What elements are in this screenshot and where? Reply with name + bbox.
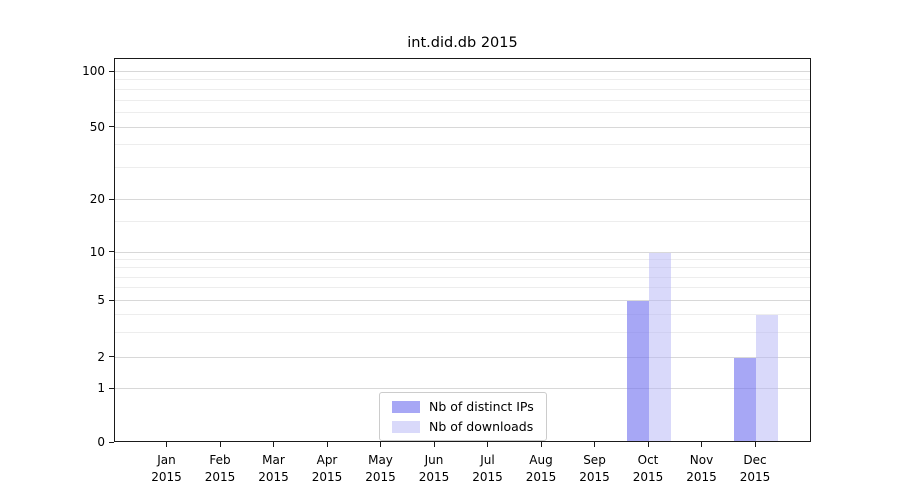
x-tick-label-jan-2015: Jan 2015 <box>135 452 199 486</box>
x-tick-label-month: Sep <box>583 453 606 467</box>
gridline-minor-4 <box>115 313 810 315</box>
legend: Nb of distinct IPs Nb of downloads <box>379 392 547 441</box>
x-tick-label-year: 2015 <box>311 470 343 484</box>
y-tick-label-100: 100 <box>82 64 105 78</box>
gridline-minor-15 <box>115 220 810 222</box>
gridline-minor-80 <box>115 88 810 90</box>
gridline-major-100 <box>115 71 810 72</box>
gridline-minor-30 <box>115 167 810 168</box>
y-tick-50 <box>109 126 114 128</box>
y-tick-label-5: 5 <box>97 293 105 307</box>
x-tick-label-year: 2015 <box>686 470 717 484</box>
x-tick-sep-2015 <box>594 442 595 447</box>
x-tick-label-year: 2015 <box>418 470 450 484</box>
y-tick-5 <box>109 299 114 301</box>
legend-entry-downloads: Nb of downloads <box>392 419 536 434</box>
x-tick-label-month: Aug <box>529 453 553 467</box>
y-tick-2 <box>109 356 114 358</box>
y-tick-label-0: 0 <box>97 435 105 449</box>
x-tick-label-year: 2015 <box>739 470 771 484</box>
y-tick-label-50: 50 <box>89 119 105 134</box>
x-tick-jul-2015 <box>487 442 488 447</box>
x-tick-apr-2015 <box>326 442 328 447</box>
x-tick-label-dec-2015: Dec 2015 <box>723 452 787 486</box>
legend-label-downloads: Nb of downloads <box>429 419 534 434</box>
x-tick-label-year: 2015 <box>258 470 289 484</box>
bar-nb-of-downloads-oct-2015 <box>649 252 671 441</box>
gridline-minor-6 <box>115 287 810 289</box>
bar-nb-of-distinct-ips-dec-2015 <box>734 357 756 441</box>
x-tick-label-year: 2015 <box>151 470 182 484</box>
gridline-major-1 <box>115 388 810 390</box>
legend-label-distinct-ips: Nb of distinct IPs <box>429 399 534 414</box>
legend-swatch-distinct-ips <box>392 400 420 413</box>
gridline-minor-3 <box>115 331 810 333</box>
x-tick-label-oct-2015: Oct 2015 <box>616 452 680 486</box>
gridline-minor-8 <box>115 267 810 269</box>
x-tick-label-jul-2015: Jul 2015 <box>456 452 520 486</box>
x-tick-mar-2015 <box>273 442 274 447</box>
x-tick-aug-2015 <box>540 442 542 447</box>
y-tick-label-10: 10 <box>89 244 105 259</box>
x-tick-label-jun-2015: Jun 2015 <box>402 452 466 486</box>
x-tick-label-mar-2015: Mar 2015 <box>242 452 306 486</box>
x-tick-label-year: 2015 <box>472 470 503 484</box>
x-tick-label-month: Jul <box>480 453 495 467</box>
gridline-minor-70 <box>115 99 810 101</box>
gridline-minor-9 <box>115 259 810 261</box>
x-tick-label-sep-2015: Sep 2015 <box>563 452 627 486</box>
x-tick-nov-2015 <box>701 442 702 447</box>
x-tick-label-year: 2015 <box>579 470 610 484</box>
bar-nb-of-distinct-ips-oct-2015 <box>627 301 649 441</box>
gridline-minor-90 <box>115 79 810 81</box>
x-tick-label-year: 2015 <box>525 470 557 484</box>
x-tick-label-nov-2015: Nov 2015 <box>670 452 734 486</box>
x-tick-label-month: Dec <box>743 453 767 467</box>
y-tick-10 <box>109 251 114 253</box>
x-tick-label-year: 2015 <box>204 470 236 484</box>
x-tick-label-apr-2015: Apr 2015 <box>295 452 359 486</box>
gridline-major-2 <box>115 356 810 358</box>
x-tick-dec-2015 <box>754 442 756 447</box>
x-tick-feb-2015 <box>219 442 221 447</box>
gridline-minor-60 <box>115 112 810 114</box>
x-tick-label-aug-2015: Aug 2015 <box>509 452 573 486</box>
gridline-minor-40 <box>115 144 810 146</box>
y-tick-label-1: 1 <box>97 381 105 396</box>
gridline-minor-7 <box>115 276 810 278</box>
y-tick-1 <box>109 387 114 389</box>
x-tick-label-month: Nov <box>689 453 714 467</box>
y-tick-label-20: 20 <box>89 192 105 206</box>
x-tick-label-month: Apr <box>316 453 338 467</box>
gridline-major-50 <box>115 126 810 128</box>
x-tick-label-month: Feb <box>209 453 231 467</box>
legend-entry-distinct-ips: Nb of distinct IPs <box>392 399 536 414</box>
x-tick-label-may-2015: May 2015 <box>349 452 413 486</box>
x-tick-label-year: 2015 <box>365 470 396 484</box>
plot-area <box>114 58 811 442</box>
x-tick-label-month: Oct <box>637 453 659 467</box>
y-tick-0 <box>109 441 114 443</box>
y-tick-20 <box>109 198 114 200</box>
x-tick-label-year: 2015 <box>632 470 664 484</box>
legend-swatch-downloads <box>392 420 420 433</box>
gridline-major-10 <box>115 251 810 253</box>
gridline-major-5 <box>115 300 810 301</box>
x-tick-jun-2015 <box>433 442 435 447</box>
x-tick-label-month: Mar <box>262 453 285 467</box>
x-tick-label-month: May <box>368 453 393 467</box>
x-tick-label-feb-2015: Feb 2015 <box>188 452 252 486</box>
x-tick-label-month: Jan <box>157 453 176 467</box>
x-tick-jan-2015 <box>166 442 167 447</box>
chart-title: int.did.db 2015 <box>407 35 518 51</box>
x-tick-oct-2015 <box>647 442 649 447</box>
y-tick-100 <box>109 70 114 72</box>
gridline-major-20 <box>115 199 810 200</box>
bar-nb-of-downloads-dec-2015 <box>756 314 778 441</box>
x-tick-label-month: Jun <box>424 453 444 467</box>
x-tick-may-2015 <box>380 442 381 447</box>
y-tick-label-2: 2 <box>97 349 105 364</box>
